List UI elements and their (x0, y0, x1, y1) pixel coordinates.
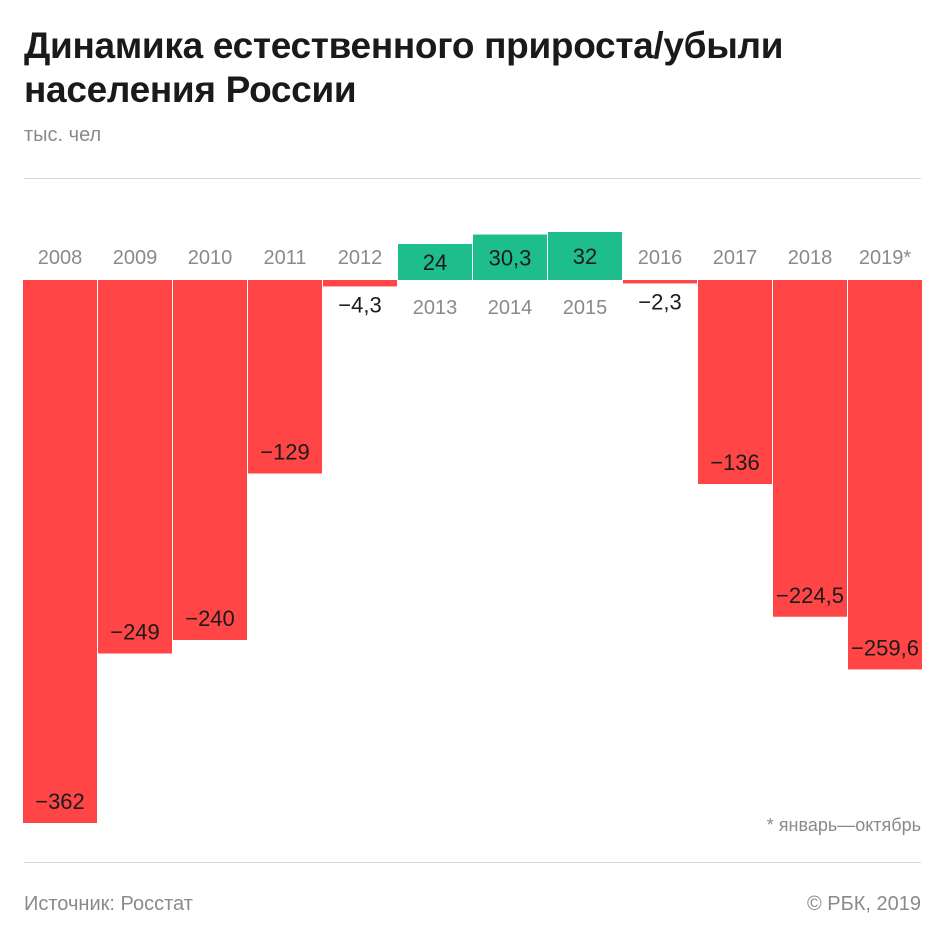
copyright-label: © РБК, 2019 (806, 893, 921, 915)
value-label-2019: −259,6 (851, 635, 919, 660)
year-label-2018: 2018 (788, 247, 833, 269)
year-label-2016: 2016 (638, 247, 683, 269)
year-label-2014: 2014 (488, 297, 533, 319)
bar-2019 (848, 280, 922, 670)
value-label-2018: −224,5 (776, 583, 844, 608)
year-label-2012: 2012 (338, 247, 383, 269)
year-label-2008: 2008 (38, 247, 83, 269)
bar-2016 (623, 280, 697, 284)
bar-2018 (773, 280, 847, 617)
year-label-2011: 2011 (263, 247, 306, 269)
top-divider (24, 178, 921, 179)
value-label-2011: −129 (260, 440, 310, 465)
value-label-2010: −240 (185, 606, 235, 631)
bar-2014 (473, 234, 547, 280)
value-label-2014: 30,3 (489, 245, 532, 270)
unit-label: тыс. чел (24, 124, 102, 146)
chart-title: Динамика естественного прироста/убыли на… (24, 25, 784, 110)
bar-2008 (23, 280, 97, 823)
bar-2013 (398, 244, 472, 280)
bar-2009 (98, 280, 172, 654)
bar-2011 (248, 280, 322, 474)
year-label-2015: 2015 (563, 297, 608, 319)
bar-2017 (698, 280, 772, 484)
bar-2010 (173, 280, 247, 640)
bar-2015 (548, 232, 622, 280)
year-label-2019: 2019* (859, 247, 911, 269)
bar-2012 (323, 280, 397, 287)
value-label-2009: −249 (110, 620, 160, 645)
value-label-2015: 32 (573, 244, 597, 269)
value-label-2013: 24 (423, 250, 447, 275)
footnote: * январь—октябрь (766, 815, 921, 835)
source-label: Источник: Росстат (24, 893, 193, 915)
value-label-2017: −136 (710, 450, 760, 475)
year-label-2009: 2009 (113, 247, 158, 269)
bottom-divider (24, 862, 921, 863)
year-label-2013: 2013 (413, 297, 458, 319)
value-label-2012: −4,3 (338, 292, 381, 317)
value-label-2008: −362 (35, 789, 85, 814)
year-label-2010: 2010 (188, 247, 233, 269)
value-label-2016: −2,3 (638, 289, 681, 314)
year-label-2017: 2017 (713, 247, 758, 269)
